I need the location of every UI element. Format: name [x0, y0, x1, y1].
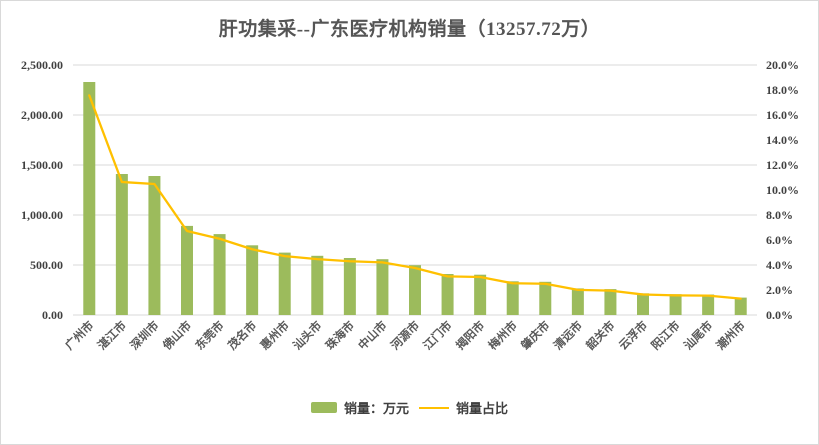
right-axis-tick-label: 16.0% [766, 108, 799, 122]
sales-bar [474, 274, 487, 315]
right-axis-tick-label: 8.0% [766, 208, 793, 222]
left-axis-tick-label: 1,500.00 [21, 158, 63, 172]
x-axis-category-label: 佛山市 [159, 318, 194, 353]
sales-bar [734, 297, 747, 315]
x-axis-category-label: 东莞市 [192, 318, 227, 353]
sales-bar [246, 245, 259, 315]
sales-bar [604, 289, 617, 315]
x-axis-category-label: 潮州市 [714, 318, 749, 353]
sales-bar [637, 293, 649, 315]
sales-bar [539, 281, 552, 315]
sales-bar [213, 234, 226, 315]
x-axis-category-label: 清远市 [551, 318, 586, 353]
right-axis-tick-label: 20.0% [766, 58, 799, 72]
sales-bar [343, 258, 356, 315]
sales-bar [311, 255, 324, 315]
legend-item-sales: 销量：万元 [310, 398, 409, 417]
sales-bar [702, 294, 715, 315]
x-axis-category-label: 梅州市 [486, 318, 521, 353]
x-axis-category-label: 韶关市 [583, 318, 618, 353]
x-axis-category-label: 汕尾市 [681, 318, 716, 353]
x-axis-category-label: 阳江市 [648, 318, 683, 353]
right-axis-tick-label: 18.0% [766, 83, 799, 97]
left-axis-tick-label: 2,500.00 [21, 58, 63, 72]
right-axis-tick-label: 10.0% [766, 183, 799, 197]
x-axis-category-label: 广州市 [62, 318, 97, 353]
share-line [88, 94, 742, 300]
sales-bar [669, 294, 682, 315]
sales-bar [376, 259, 389, 315]
right-axis-tick-label: 12.0% [766, 158, 799, 172]
sales-bar [571, 288, 584, 315]
x-axis-category-label: 湛江市 [95, 318, 130, 353]
left-axis-tick-label: 2,000.00 [21, 108, 63, 122]
x-axis-category-label: 珠海市 [323, 318, 358, 353]
sales-bar [115, 174, 128, 315]
legend: 销量：万元 销量占比 [1, 398, 818, 417]
right-axis-tick-label: 6.0% [766, 233, 793, 247]
legend-bar-swatch-icon [310, 402, 337, 413]
left-axis-tick-label: 0.00 [42, 308, 63, 322]
x-axis-category-label: 汕头市 [290, 318, 325, 353]
x-axis-category-label: 揭阳市 [453, 318, 488, 353]
x-axis-category-label: 江门市 [420, 318, 455, 353]
legend-item-share: 销量占比 [419, 398, 508, 417]
right-axis-tick-label: 4.0% [766, 258, 793, 272]
sales-bar [83, 82, 96, 315]
x-axis-category-label: 惠州市 [258, 318, 293, 353]
right-axis-tick-label: 2.0% [766, 283, 793, 297]
sales-bar [409, 265, 421, 315]
x-axis-category-label: 中山市 [355, 318, 390, 353]
chart-title: 肝功集采--广东医疗机构销量（13257.72万） [218, 19, 601, 40]
x-axis-category-label: 深圳市 [127, 318, 162, 353]
x-axis-category-label: 河源市 [388, 318, 423, 353]
right-axis-tick-label: 14.0% [766, 133, 799, 147]
left-axis-tick-label: 1,000.00 [21, 208, 63, 222]
sales-bar [441, 274, 454, 315]
x-axis-category-label: 云浮市 [616, 318, 651, 353]
sales-bar [181, 225, 193, 315]
sales-bar [278, 252, 291, 315]
legend-sales-label: 销量：万元 [343, 401, 409, 416]
legend-share-label: 销量占比 [456, 401, 509, 416]
sales-bar [148, 176, 161, 315]
sales-bar [506, 281, 519, 315]
right-axis-tick-label: 0.0% [766, 308, 793, 322]
chart-canvas: 0.00 500.00 1,000.00 1,500.00 2,000.00 2,500.… [21, 58, 799, 353]
left-axis-tick-label: 500.00 [30, 258, 63, 272]
x-axis-category-label: 肇庆市 [517, 318, 552, 353]
legend-line-swatch-icon [419, 406, 449, 409]
x-axis-category-label: 茂名市 [225, 318, 260, 353]
